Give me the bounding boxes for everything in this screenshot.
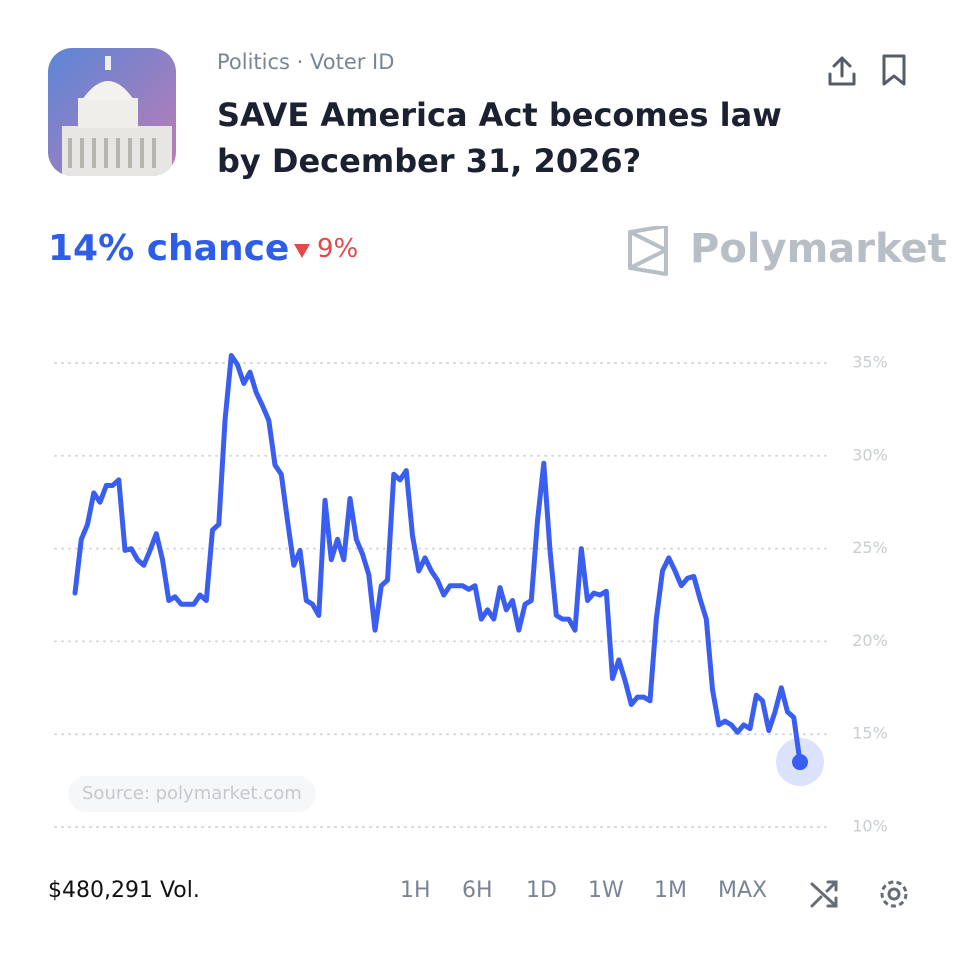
y-tick-label: 35% bbox=[852, 352, 888, 371]
chance: 14% chance bbox=[48, 228, 290, 269]
brand-logo bbox=[628, 226, 668, 276]
y-tick-label: 25% bbox=[852, 538, 888, 557]
shuffle-button[interactable] bbox=[808, 876, 844, 912]
market-image bbox=[48, 48, 176, 176]
y-tick-label: 30% bbox=[852, 445, 888, 464]
y-tick-label: 10% bbox=[852, 817, 888, 836]
end-point bbox=[792, 754, 808, 771]
end-halo bbox=[776, 738, 824, 787]
range-button[interactable]: 1H bbox=[400, 878, 431, 903]
change: 9% bbox=[317, 234, 359, 264]
volume: $480,291 Vol. bbox=[48, 878, 200, 903]
range-button[interactable]: 1W bbox=[588, 878, 624, 903]
range-button[interactable]: 1M bbox=[654, 878, 687, 903]
brand: Polymarket bbox=[690, 226, 947, 272]
source: Source: polymarket.com bbox=[68, 776, 316, 812]
breadcrumb: Politics · Voter ID bbox=[217, 50, 395, 74]
share-button[interactable] bbox=[824, 52, 864, 92]
range-button[interactable]: 1D bbox=[526, 878, 557, 903]
range-button[interactable]: 6H bbox=[462, 878, 493, 903]
y-tick-label: 20% bbox=[852, 631, 888, 650]
market-title: SAVE America Act becomes law by December… bbox=[217, 96, 782, 180]
y-tick-label: 15% bbox=[852, 724, 888, 743]
range-button[interactable]: MAX bbox=[718, 878, 768, 903]
settings-button[interactable] bbox=[876, 876, 912, 912]
down-arrow bbox=[294, 244, 310, 258]
price-line bbox=[72, 353, 803, 765]
bookmark-button[interactable] bbox=[878, 52, 918, 92]
